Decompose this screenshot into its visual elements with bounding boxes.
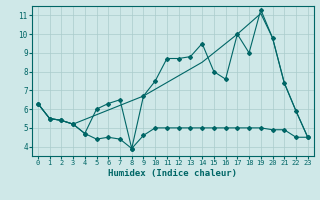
X-axis label: Humidex (Indice chaleur): Humidex (Indice chaleur) bbox=[108, 169, 237, 178]
